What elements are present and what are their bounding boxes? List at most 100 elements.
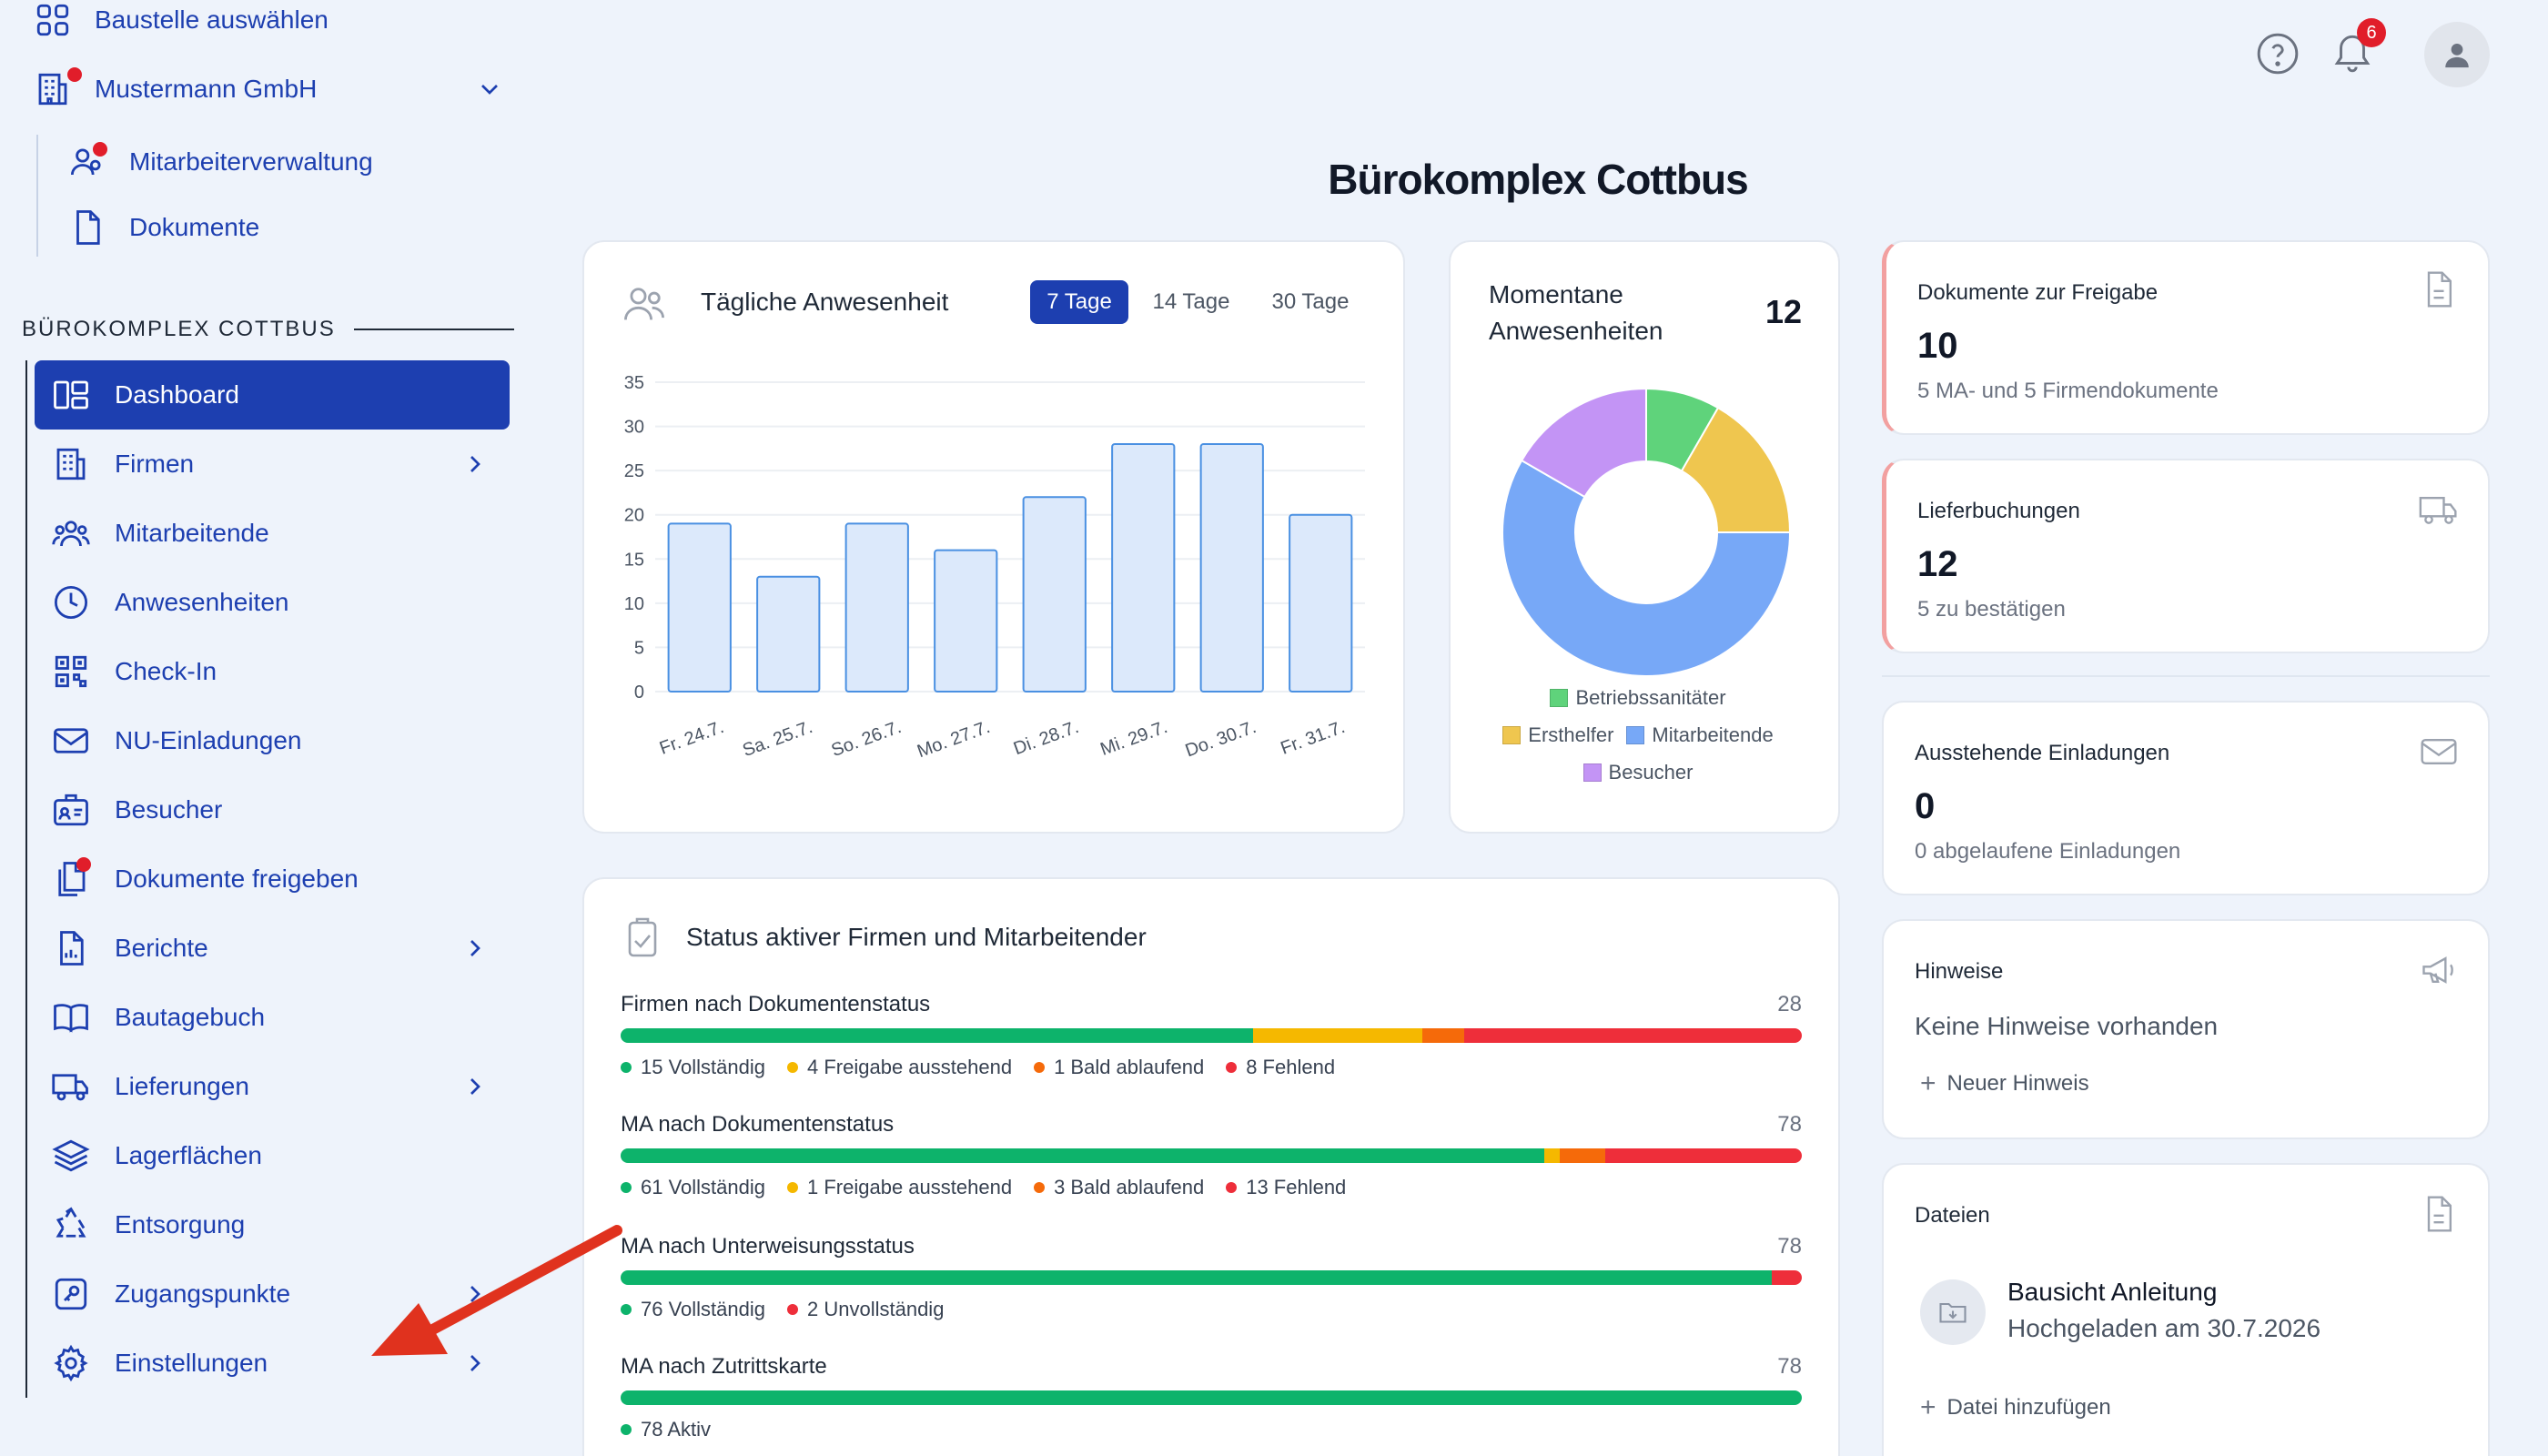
file-row[interactable]: Bausicht Anleitung Hochgeladen am 30.7.2… — [1920, 1274, 2448, 1356]
status-bar-segment[interactable] — [1559, 1148, 1605, 1163]
status-stacked-bar — [621, 1390, 1802, 1405]
nav-besucher[interactable]: Besucher — [35, 775, 510, 844]
invitations-sub: 0 abgelaufene Einladungen — [1915, 839, 2181, 864]
nav-einstellungen-label: Einstellungen — [115, 1349, 268, 1377]
bar[interactable] — [1199, 443, 1264, 693]
nav-lieferungen[interactable]: Lieferungen — [35, 1052, 510, 1121]
legend-swatch — [1626, 726, 1645, 744]
docs-approval-card[interactable]: Dokumente zur Freigabe 10 5 MA- und 5 Fi… — [1882, 240, 2490, 435]
clipboard-check-icon — [621, 915, 664, 959]
bar[interactable] — [756, 575, 821, 693]
status-dot — [787, 1062, 798, 1073]
status-dot — [1034, 1182, 1046, 1193]
nav-nu-einladungen[interactable]: NU-Einladungen — [35, 706, 510, 775]
company-link-employees-label: Mitarbeiterverwaltung — [129, 147, 373, 176]
nav-anwesenheiten[interactable]: Anwesenheiten — [35, 568, 510, 637]
nav-firmen[interactable]: Firmen — [35, 430, 510, 499]
attendance-title: Tägliche Anwesenheit — [701, 288, 949, 316]
status-bar-segment[interactable] — [1464, 1028, 1802, 1043]
nav-lagerflaechen[interactable]: Lagerflächen — [35, 1121, 510, 1190]
status-bar-segment[interactable] — [1544, 1148, 1560, 1163]
legend-item[interactable]: Mitarbeitende — [1626, 718, 1774, 753]
tab-30-days[interactable]: 30 Tage — [1271, 289, 1350, 314]
nav-bautagebuch[interactable]: Bautagebuch — [35, 983, 510, 1052]
status-group: MA nach Zutrittskarte 78 78 Aktiv — [621, 1354, 1802, 1441]
status-dot — [621, 1182, 632, 1193]
nav-dokumente-freigeben-label: Dokumente freigeben — [115, 864, 359, 893]
status-dot — [1226, 1062, 1238, 1073]
nav-dashboard[interactable]: Dashboard — [35, 360, 510, 430]
nav-tree-line — [25, 360, 27, 1398]
status-bar-segment[interactable] — [621, 1390, 1802, 1405]
nav-dokumente-freigeben[interactable]: Dokumente freigeben — [35, 844, 510, 914]
donut-slice[interactable] — [1502, 459, 1792, 677]
nav-check-in[interactable]: Check-In — [35, 637, 510, 706]
company-building-icon — [31, 67, 82, 111]
bar[interactable] — [844, 522, 909, 693]
truck-icon — [49, 1065, 93, 1108]
users-gear-icon — [66, 140, 109, 184]
bar[interactable] — [1289, 513, 1353, 693]
status-bar-segment[interactable] — [621, 1028, 1254, 1043]
legend-item[interactable]: Ersthelfer — [1502, 718, 1613, 753]
invitations-card[interactable]: Ausstehende Einladungen 0 0 abgelaufene … — [1882, 701, 2490, 895]
help-button[interactable] — [2255, 31, 2300, 76]
company-link-employees[interactable]: Mitarbeiterverwaltung — [66, 140, 373, 184]
add-note-button[interactable]: + Neuer Hinweis — [1920, 1068, 2089, 1099]
notes-title: Hinweise — [1915, 959, 2004, 984]
status-legend-item: 13 Fehlend — [1226, 1176, 1346, 1199]
donut-slice[interactable] — [1520, 387, 1647, 499]
status-bar-segment[interactable] — [1771, 1270, 1802, 1285]
gear-icon — [49, 1341, 93, 1385]
tab-14-days[interactable]: 14 Tage — [1152, 289, 1230, 314]
deliveries-card[interactable]: Lieferbuchungen 12 5 zu bestätigen — [1882, 459, 2490, 653]
status-group-label: MA nach Zutrittskarte — [621, 1354, 827, 1379]
add-file-button[interactable]: + Datei hinzufügen — [1920, 1392, 2111, 1423]
y-tick-label: 35 — [624, 373, 644, 393]
status-legend-label: 76 Vollständig — [641, 1298, 765, 1320]
legend-item[interactable]: Besucher — [1582, 755, 1693, 790]
status-bar-segment[interactable] — [621, 1270, 1772, 1285]
chevron-right-icon — [460, 450, 490, 479]
bar[interactable] — [667, 522, 732, 693]
notifications-button[interactable]: 6 — [2330, 18, 2386, 80]
select-site-link[interactable]: Baustelle auswählen — [31, 0, 329, 42]
status-dot — [787, 1304, 798, 1315]
status-bar-segment[interactable] — [1604, 1148, 1802, 1163]
tab-7-days[interactable]: 7 Tage — [1030, 280, 1128, 324]
status-bar-segment[interactable] — [1253, 1028, 1422, 1043]
attendance-donut-chart — [1502, 387, 1792, 677]
file-icon — [2427, 271, 2452, 308]
nav-entsorgung[interactable]: Entsorgung — [35, 1190, 510, 1259]
file-icon — [66, 206, 109, 249]
key-icon — [49, 1272, 93, 1316]
y-tick-label: 25 — [624, 461, 644, 481]
bar[interactable] — [1111, 443, 1176, 693]
company-selector[interactable]: Mustermann GmbH — [31, 67, 504, 111]
nav-firmen-label: Firmen — [115, 450, 195, 478]
status-legend-item: 61 Vollständig — [621, 1176, 765, 1199]
status-group-total: 28 — [1777, 992, 1802, 1016]
legend-item[interactable]: Betriebssanitäter — [1550, 681, 1726, 715]
chevron-down-icon[interactable] — [475, 75, 504, 104]
nav-einstellungen[interactable]: Einstellungen — [35, 1329, 510, 1398]
badge-icon — [49, 788, 93, 832]
avatar[interactable] — [2424, 22, 2490, 87]
status-legend-item: 78 Aktiv — [621, 1418, 711, 1441]
bar[interactable] — [934, 549, 998, 693]
company-link-documents[interactable]: Dokumente — [66, 206, 259, 249]
nav-mitarbeitende[interactable]: Mitarbeitende — [35, 499, 510, 568]
nav-zugangspunkte[interactable]: Zugangspunkte — [35, 1259, 510, 1329]
bar[interactable] — [1022, 496, 1087, 693]
documents-icon — [49, 857, 93, 901]
truck-icon — [2419, 496, 2457, 524]
status-dot — [621, 1304, 632, 1315]
status-group-label: Firmen nach Dokumentenstatus — [621, 992, 931, 1016]
status-legend-label: 1 Bald ablaufend — [1054, 1056, 1205, 1078]
status-legend-item: 3 Bald ablaufend — [1034, 1176, 1204, 1199]
nav-berichte[interactable]: Berichte — [35, 914, 510, 983]
deliveries-title: Lieferbuchungen — [1917, 499, 2080, 523]
nav-entsorgung-label: Entsorgung — [115, 1210, 246, 1239]
status-bar-segment[interactable] — [621, 1148, 1545, 1163]
status-bar-segment[interactable] — [1421, 1028, 1465, 1043]
